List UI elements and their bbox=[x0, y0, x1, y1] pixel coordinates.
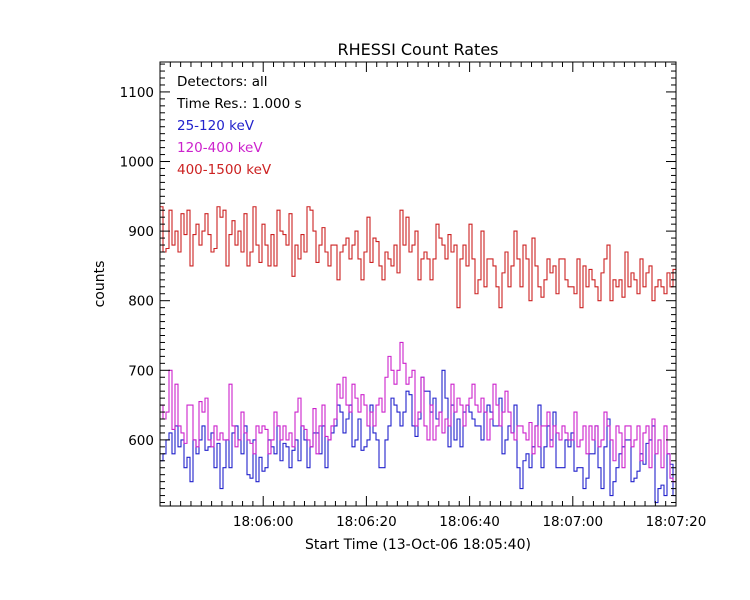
x-axis-ticks: 18:06:00 18:06:20 18:06:40 18:07:00 18:07:20 bbox=[159, 62, 707, 530]
x-tick-label: 18:06:00 bbox=[233, 514, 294, 530]
legend-entry-120-400: 120-400 keV bbox=[177, 140, 263, 156]
legend-entry-25-120: 25-120 keV bbox=[177, 118, 255, 134]
legend-entry-400-1500: 400-1500 keV bbox=[177, 162, 272, 178]
y-tick-label: 600 bbox=[128, 433, 154, 449]
time-res-annotation: Time Res.: 1.000 s bbox=[176, 96, 302, 112]
x-tick-label: 18:06:20 bbox=[336, 514, 397, 530]
chart-title: RHESSI Count Rates bbox=[338, 40, 499, 59]
series-layer bbox=[160, 206, 676, 504]
series-line-25-120-keV bbox=[160, 369, 676, 504]
x-axis-label: Start Time (13-Oct-06 18:05:40) bbox=[305, 537, 531, 553]
detectors-annotation: Detectors: all bbox=[177, 74, 267, 90]
y-tick-label: 1100 bbox=[120, 85, 154, 101]
series-line-120-400-keV bbox=[160, 341, 676, 483]
series-line-400-1500-keV bbox=[160, 206, 676, 309]
x-tick-label: 18:07:00 bbox=[542, 514, 603, 530]
x-tick-label: 18:07:20 bbox=[646, 514, 707, 530]
legend: Detectors: all Time Res.: 1.000 s 25-120… bbox=[176, 74, 302, 178]
y-axis-ticks: 600 700 800 900 1000 1100 bbox=[120, 63, 676, 504]
y-tick-label: 700 bbox=[128, 363, 154, 379]
y-tick-label: 1000 bbox=[120, 155, 154, 171]
x-tick-label: 18:06:40 bbox=[439, 514, 500, 530]
y-tick-label: 800 bbox=[128, 294, 154, 310]
y-tick-label: 900 bbox=[128, 224, 154, 240]
y-axis-label: counts bbox=[92, 261, 108, 308]
